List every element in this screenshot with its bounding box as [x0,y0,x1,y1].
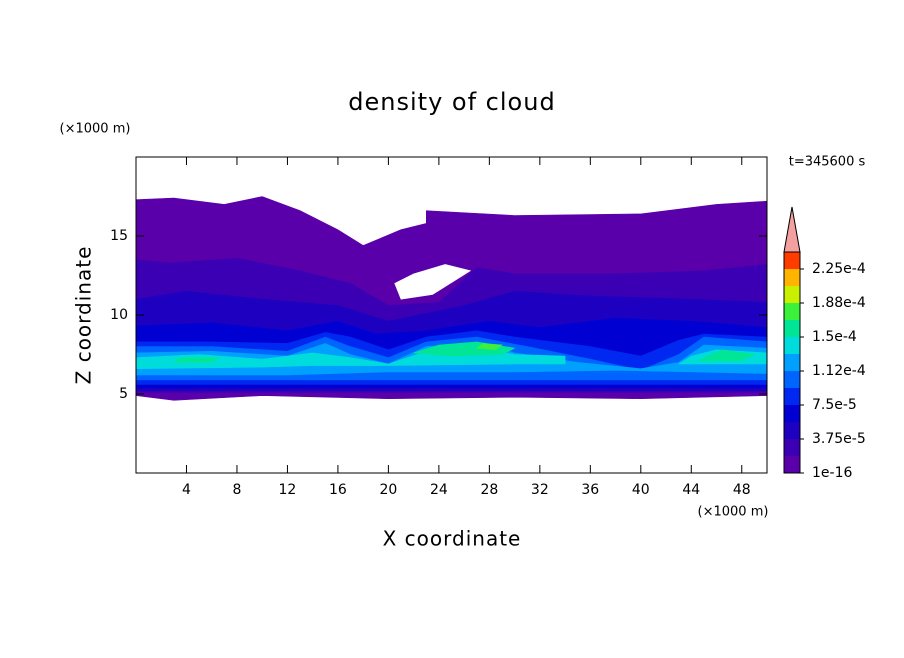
y-tick-label: 15 [110,228,128,244]
colorbar-band [784,320,800,337]
colorbar-band [784,337,800,354]
colorbar-tick-label: 1e-16 [812,465,852,481]
x-tick-label: 12 [279,482,297,498]
colorbar-band [784,388,800,405]
x-tick-label: 8 [232,482,241,498]
colorbar-band [784,252,800,269]
colorbar-band [784,456,800,473]
colorbar-band [784,286,800,303]
colorbar-tick-label: 3.75e-5 [812,431,866,447]
contour-region [172,357,219,363]
colorbar-band [784,269,800,286]
x-tick-label: 16 [329,482,347,498]
time-label: t=345600 s [789,155,866,170]
y-unit: (×1000 m) [60,122,131,137]
colorbar-band [784,405,800,422]
x-tick-label: 24 [430,482,448,498]
x-tick-label: 32 [531,482,549,498]
colorbar-tick-label: 7.5e-5 [812,397,857,413]
y-axis-title: Z coordinate [72,246,96,385]
x-tick-label: 36 [581,482,599,498]
contour-region [394,264,472,300]
colorbar-band [784,371,800,388]
y-tick-label: 5 [119,386,128,402]
x-tick-label: 40 [632,482,650,498]
x-axis-title: X coordinate [383,527,522,551]
colorbar-extend [783,206,801,253]
x-tick-label: 20 [379,482,397,498]
colorbar-tick-label: 1.88e-4 [812,295,866,311]
contour-region [475,343,503,351]
colorbar-band [784,354,800,371]
x-tick-label: 48 [733,482,751,498]
colorbar-band [784,303,800,320]
colorbar-band [784,439,800,456]
x-unit: (×1000 m) [698,505,769,520]
colorbar-band [784,422,800,439]
x-tick-label: 4 [182,482,191,498]
chart-title: density of cloud [348,88,555,116]
colorbar-tick-label: 1.5e-4 [812,329,857,345]
colorbar-tick-label: 1.12e-4 [812,363,866,379]
x-tick-label: 28 [480,482,498,498]
colorbar-frame [783,251,801,474]
y-tick-label: 10 [110,307,128,323]
contour-region [697,349,756,362]
x-tick-label: 44 [682,482,700,498]
colorbar-tick-label: 2.25e-4 [812,261,866,277]
